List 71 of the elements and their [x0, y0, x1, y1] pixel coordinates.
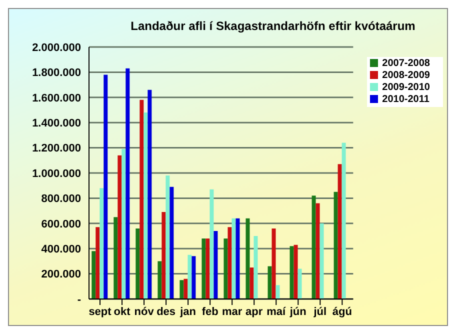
- legend-label: 2010-2011: [382, 94, 430, 105]
- x-tick-label: maí: [266, 306, 287, 318]
- x-tick-label: mar: [222, 306, 243, 318]
- bar: [214, 230, 218, 299]
- bar: [166, 176, 170, 299]
- bar: [126, 68, 130, 299]
- bar: [268, 266, 272, 299]
- bar: [202, 238, 206, 299]
- bar: [92, 251, 96, 299]
- bar: [276, 285, 280, 299]
- bar: [254, 236, 258, 299]
- bar: [136, 228, 140, 299]
- x-tick-label: jan: [179, 306, 196, 318]
- bar: [184, 278, 188, 299]
- y-tick-label: -: [77, 294, 82, 306]
- bar: [272, 228, 276, 299]
- x-tick-label: apr: [246, 306, 264, 318]
- y-tick-label: 800.000: [41, 193, 81, 206]
- bar: [342, 142, 346, 299]
- bar: [144, 112, 148, 299]
- x-tick-label: okt: [114, 306, 131, 318]
- bar: [158, 261, 162, 299]
- y-tick-label: 1.400.000: [32, 118, 81, 130]
- bar: [118, 155, 122, 299]
- bar: [148, 90, 152, 299]
- y-tick-label: 400.000: [41, 244, 81, 256]
- bar: [188, 254, 192, 299]
- bar: [290, 246, 294, 299]
- bar: [338, 164, 342, 299]
- y-tick-label: 1.800.000: [32, 67, 81, 80]
- bar: [140, 100, 144, 299]
- bar: [232, 218, 236, 299]
- bar: [246, 218, 250, 299]
- y-tick-label: 1.000.000: [32, 168, 81, 180]
- bar: [334, 192, 338, 299]
- bar: [170, 186, 174, 299]
- bar: [320, 223, 324, 299]
- x-tick-label: feb: [202, 306, 219, 318]
- chart-title: Landaður afli í Skagastrandarhöfn eftir kvótaárum: [130, 18, 416, 33]
- bar: [294, 244, 298, 299]
- legend-label: 2007-2008: [382, 58, 430, 69]
- bar: [180, 280, 184, 299]
- bar: [228, 227, 232, 299]
- x-tick-label: jún: [288, 306, 307, 318]
- bar: [224, 238, 228, 299]
- y-tick-label: 200.000: [41, 268, 81, 281]
- x-tick-label: ágú: [332, 306, 352, 318]
- bar: [236, 218, 240, 299]
- x-tick-label: des: [156, 306, 176, 318]
- bar: [250, 268, 254, 299]
- bar: [206, 238, 210, 299]
- bar: [210, 189, 214, 299]
- bar: [96, 227, 100, 299]
- y-tick-label: 2.000.000: [32, 42, 81, 54]
- bar: [122, 149, 126, 299]
- bar: [298, 268, 302, 299]
- y-tick-label: 1.200.000: [32, 142, 81, 155]
- bar: [104, 74, 108, 299]
- legend-label: 2008-2009: [382, 70, 430, 81]
- x-tick-label: nóv: [134, 306, 155, 318]
- y-tick-label: 600.000: [41, 218, 81, 230]
- bar: [100, 188, 104, 299]
- x-tick-label: júl: [312, 306, 327, 318]
- y-tick-label: 1.600.000: [32, 92, 81, 104]
- bar: [114, 217, 118, 299]
- bar: [312, 196, 316, 299]
- x-tick-label: sept: [88, 306, 112, 318]
- bar: [162, 212, 166, 299]
- bar: [192, 256, 196, 299]
- bar: [316, 203, 320, 299]
- legend-label: 2009-2010: [382, 82, 430, 93]
